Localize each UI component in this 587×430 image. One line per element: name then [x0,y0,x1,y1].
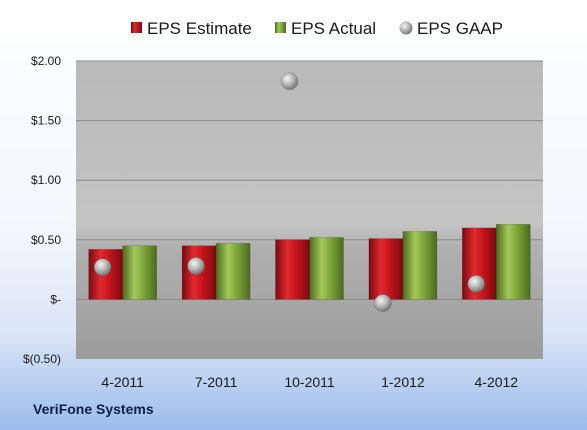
bar-eps-actual [215,243,251,300]
x-tick-label: 4-2012 [475,374,519,390]
marker-eps-gaap [93,258,112,276]
bars [88,224,531,300]
legend-swatch-eps-estimate [131,22,142,33]
x-tick-label: 10-2011 [284,374,335,390]
marker-eps-gaap [280,72,299,91]
bar-eps-estimate [368,238,404,300]
bar-eps-actual [309,237,344,300]
bar-eps-actual [402,231,438,300]
legend-swatch-eps-gaap [399,21,413,35]
bar-eps-actual [122,245,157,300]
y-tick-label: $1.50 [31,114,61,128]
legend-label-eps-gaap: EPS GAAP [417,19,503,38]
y-tick-label: $1.00 [31,173,61,187]
x-tick-label: 7-2011 [195,374,238,390]
company-label: VeriFone Systems [33,401,154,417]
legend-label-eps-actual: EPS Actual [291,19,376,38]
marker-eps-gaap [374,294,392,312]
plot-area [76,61,543,359]
x-axis-labels: 4-2011 7-2011 10-2011 1-2012 4-2012 [101,374,518,390]
y-tick-label: $- [50,292,61,306]
x-tick-label: 1-2012 [381,374,425,390]
bar-eps-estimate [275,239,310,300]
marker-eps-gaap [187,257,205,275]
marker-eps-gaap [467,275,486,293]
y-axis-labels: $2.00 $1.50 $1.00 $0.50 $- $(0.50) [23,54,61,366]
gaap-markers [93,72,486,312]
legend: EPS Estimate EPS Actual EPS GAAP [131,19,503,38]
y-tick-label: $2.00 [31,54,61,68]
legend-label-eps-estimate: EPS Estimate [147,19,252,38]
x-tick-label: 4-2011 [101,374,144,390]
y-tick-label: $0.50 [31,233,61,247]
bar-eps-actual [496,224,531,300]
legend-swatch-eps-actual [275,22,286,33]
y-tick-label: $(0.50) [23,352,61,366]
